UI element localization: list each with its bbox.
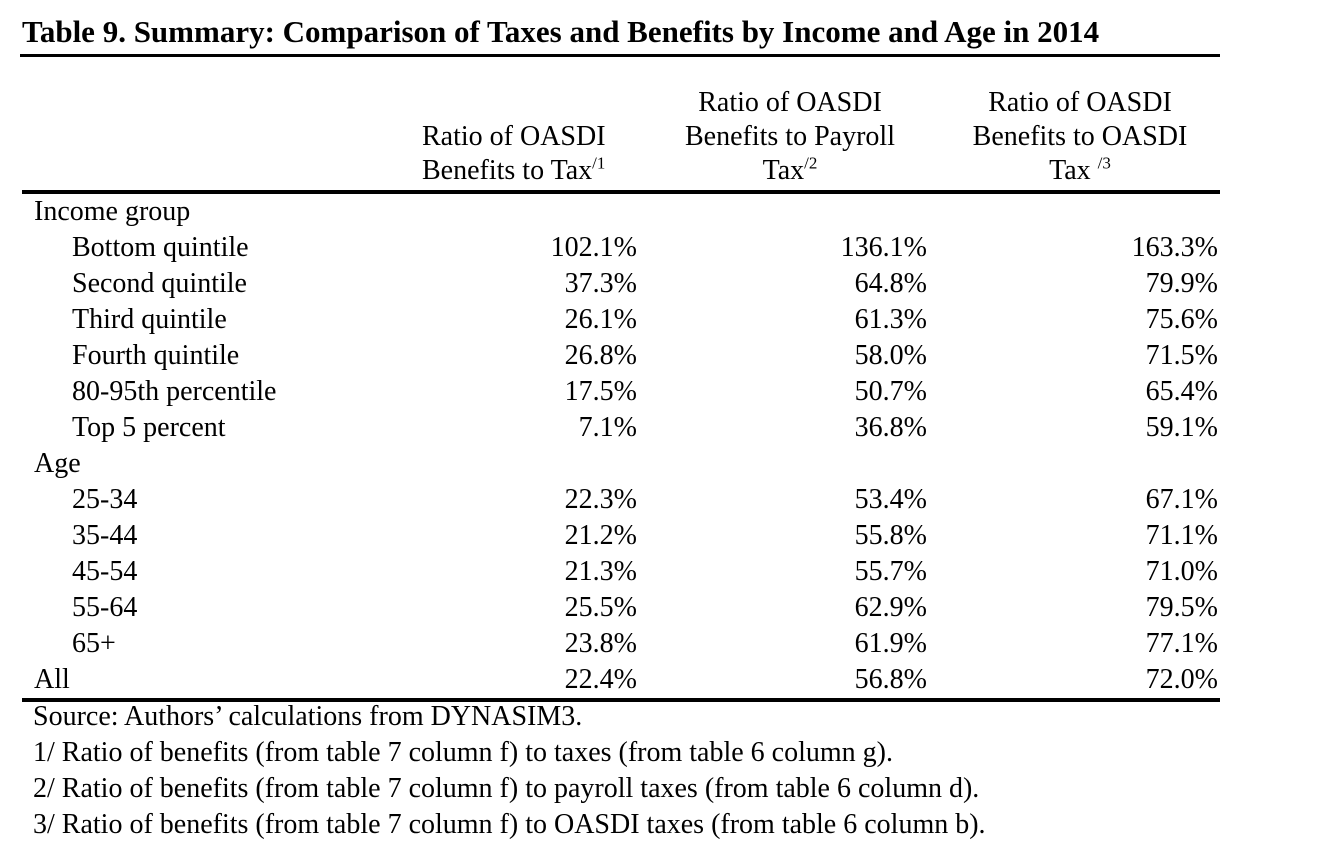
row-label: Age [34,448,81,479]
row-label: 65+ [72,628,116,659]
table-row: Income group [22,192,1220,230]
footnotes: Source: Authors’ calculations from DYNAS… [33,699,986,843]
row-label: Second quintile [72,268,247,299]
column-header-benefits-to-oasdi-tax: Ratio of OASDI Benefits to OASDI Tax /3 [927,62,1220,194]
value-cell: 53.4% [854,484,927,515]
table-row: Second quintile 37.3% 64.8% 79.9% [22,266,1220,302]
row-label: 55-64 [72,592,138,623]
header-row: Ratio of OASDI Benefits to Tax/1 Ratio o… [22,62,1220,194]
value-cell [422,192,637,230]
value-cell: 65.4% [1145,376,1218,407]
value-cell: 67.1% [1145,484,1218,515]
row-label: Fourth quintile [72,340,240,371]
header-line: Benefits to Tax/1 [422,154,605,188]
value-cell: 21.3% [564,556,637,587]
value-cell [637,192,927,230]
row-label: 25-34 [72,484,138,515]
row-label: Income group [34,196,191,227]
value-cell: 26.1% [564,304,637,335]
value-cell: 72.0% [927,662,1220,702]
table-row: 65+ 23.8% 61.9% 77.1% [22,626,1220,662]
value-cell: 71.0% [1145,556,1218,587]
footnote-line: 3/ Ratio of benefits (from table 7 colum… [33,809,986,840]
value-cell: 61.3% [854,304,927,335]
value-cell: 56.8% [637,662,927,702]
value-cell: 79.9% [1145,268,1218,299]
footnote-marker-2: /2 [804,153,818,173]
footnote-line: 2/ Ratio of benefits (from table 7 colum… [33,773,980,804]
value-cell [927,446,1220,482]
header-text: Tax [762,155,805,186]
table-row: Bottom quintile 102.1% 136.1% 163.3% [22,230,1220,266]
table-row: All 22.4% 56.8% 72.0% [22,662,1220,702]
value-cell: 163.3% [1131,232,1218,263]
table-row: 35-44 21.2% 55.8% 71.1% [22,518,1220,554]
header-line: Tax /3 [940,154,1220,188]
header-line: Ratio of OASDI [988,87,1172,118]
value-cell: 55.8% [854,520,927,551]
table-row: Age [22,446,1220,482]
value-cell: 71.5% [1145,340,1218,371]
value-cell: 23.8% [564,628,637,659]
value-cell: 22.3% [564,484,637,515]
table-row: Fourth quintile 26.8% 58.0% 71.5% [22,338,1220,374]
value-cell [637,446,927,482]
table-row: 80-95th percentile 17.5% 50.7% 65.4% [22,374,1220,410]
value-cell: 77.1% [1145,628,1218,659]
table-row: 55-64 25.5% 62.9% 79.5% [22,590,1220,626]
value-cell: 71.1% [1145,520,1218,551]
value-cell: 26.8% [564,340,637,371]
table-row: 45-54 21.3% 55.7% 71.0% [22,554,1220,590]
value-cell: 50.7% [854,376,927,407]
value-cell: 75.6% [1145,304,1218,335]
value-cell: 7.1% [578,412,637,443]
table-row: Third quintile 26.1% 61.3% 75.6% [22,302,1220,338]
value-cell: 64.8% [854,268,927,299]
footnote-marker-3: /3 [1097,153,1111,173]
header-line: Benefits to Payroll [685,121,895,152]
header-line: Ratio of OASDI [698,87,882,118]
value-cell: 58.0% [854,340,927,371]
header-line: Tax/2 [653,154,927,188]
row-label: 80-95th percentile [72,376,277,407]
footnote-line: 1/ Ratio of benefits (from table 7 colum… [33,737,893,768]
value-cell: 25.5% [564,592,637,623]
column-header-benefits-to-tax: Ratio of OASDI Benefits to Tax/1 [422,62,637,194]
value-cell: 55.7% [854,556,927,587]
footnote-marker-1: /1 [592,153,606,173]
value-cell: 17.5% [564,376,637,407]
table-row: Top 5 percent 7.1% 36.8% 59.1% [22,410,1220,446]
value-cell [422,446,637,482]
value-cell: 102.1% [550,232,637,263]
table-title: Table 9. Summary: Comparison of Taxes an… [22,14,1100,49]
table-row: 25-34 22.3% 53.4% 67.1% [22,482,1220,518]
table-body: Income group Bottom quintile 102.1% 136.1% 1… [22,192,1220,702]
row-label: Bottom quintile [72,232,249,263]
source-line: Source: Authors’ calculations from DYNAS… [33,701,583,732]
value-cell [927,192,1220,230]
header-text: Tax [1049,155,1098,186]
value-cell: 61.9% [854,628,927,659]
header-line: Benefits to OASDI [972,121,1188,152]
column-header-benefits-to-payroll-tax: Ratio of OASDI Benefits to Payroll Tax/2 [637,62,927,194]
value-cell: 36.8% [854,412,927,443]
row-label: 45-54 [72,556,138,587]
header-empty-cell [22,62,422,194]
value-cell: 59.1% [1145,412,1218,443]
row-label: Top 5 percent [72,412,226,443]
value-cell: 22.4% [422,662,637,702]
header-line: Ratio of OASDI [422,121,606,152]
summary-table: Ratio of OASDI Benefits to Tax/1 Ratio o… [22,62,1220,702]
title-rule [20,54,1220,57]
row-label: 35-44 [72,520,138,551]
row-label: All [22,662,422,702]
value-cell: 37.3% [564,268,637,299]
row-label: Third quintile [72,304,227,335]
value-cell: 21.2% [564,520,637,551]
value-cell: 62.9% [854,592,927,623]
header-text: Benefits to Tax [422,155,593,186]
value-cell: 136.1% [840,232,927,263]
value-cell: 79.5% [1145,592,1218,623]
